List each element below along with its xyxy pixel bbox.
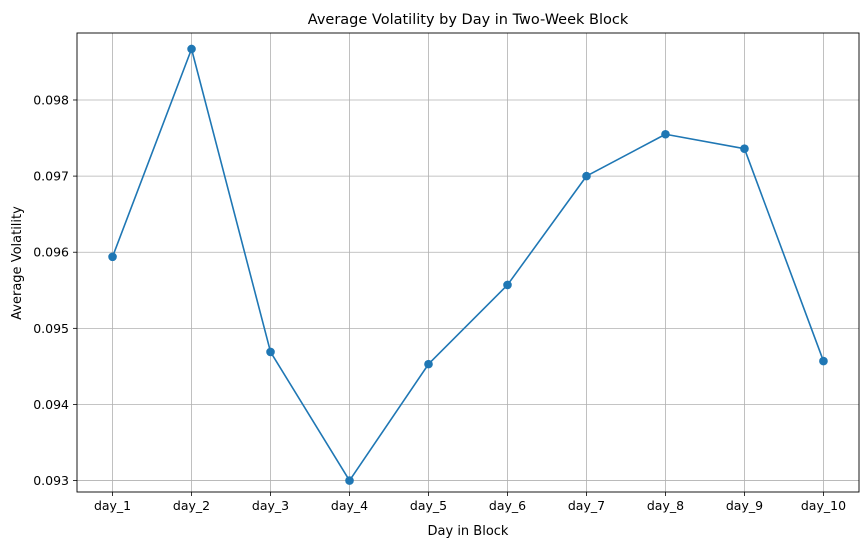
- plot-area-frame: [76, 32, 860, 493]
- y-tick-label: 0.097: [33, 169, 69, 184]
- series-line: [111, 48, 825, 482]
- x-tick-label: day_1: [94, 498, 131, 513]
- x-tick-label: day_9: [726, 498, 763, 513]
- axis-ticks: day_1 day_2 day_3 day_4 day_5 day_6 day_7 day_8…: [33, 92, 846, 513]
- x-tick-label: day_7: [568, 498, 605, 513]
- data-point-day_8: [661, 129, 670, 139]
- data-point-day_7: [582, 171, 591, 181]
- y-tick-label: 0.093: [33, 473, 69, 488]
- y-tick-label: 0.095: [33, 321, 69, 336]
- grid: [77, 33, 859, 492]
- chart-title: Average Volatility by Day in Two-Week Bl…: [308, 12, 629, 28]
- data-point-day_5: [424, 359, 433, 369]
- x-tick-label: day_8: [647, 498, 684, 513]
- x-tick-label: day_5: [410, 498, 447, 513]
- data-point-day_10: [819, 356, 828, 366]
- data-point-day_2: [187, 44, 196, 54]
- data-point-day_4: [345, 476, 354, 485]
- data-point-day_6: [503, 280, 512, 290]
- data-point-day_9: [740, 144, 749, 154]
- y-axis-label: Average Volatility: [10, 206, 25, 320]
- x-tick-label: day_3: [252, 498, 289, 513]
- x-tick-label: day_10: [801, 498, 846, 513]
- y-tick-label: 0.098: [33, 92, 69, 107]
- x-tick-label: day_6: [489, 498, 526, 513]
- x-axis-label: Day in Block: [428, 524, 509, 539]
- y-tick-label: 0.094: [33, 397, 69, 412]
- data-point-day_1: [108, 252, 117, 262]
- y-tick-label: 0.096: [33, 245, 69, 260]
- data-point-day_3: [266, 347, 275, 357]
- x-tick-label: day_4: [331, 498, 368, 513]
- series-group: [108, 44, 828, 485]
- x-tick-label: day_2: [173, 498, 210, 513]
